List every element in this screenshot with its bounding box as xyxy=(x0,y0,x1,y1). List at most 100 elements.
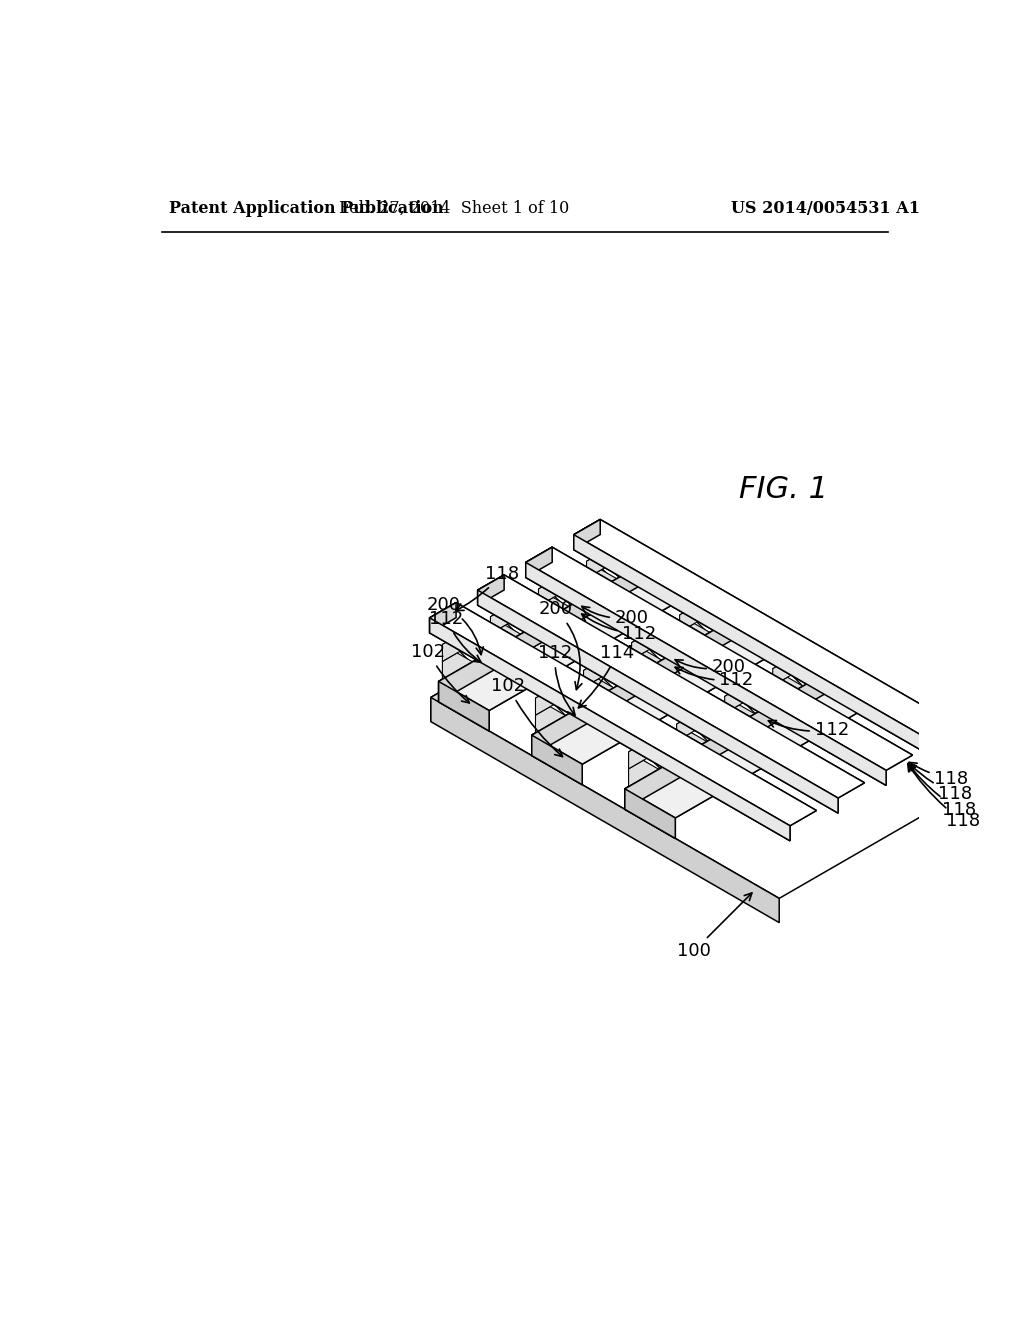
Polygon shape xyxy=(525,548,552,578)
Polygon shape xyxy=(490,614,569,660)
Polygon shape xyxy=(625,668,835,809)
Polygon shape xyxy=(490,614,524,655)
Polygon shape xyxy=(806,649,852,693)
Polygon shape xyxy=(725,677,759,713)
Polygon shape xyxy=(632,623,666,660)
Polygon shape xyxy=(573,520,961,743)
Text: 112: 112 xyxy=(768,721,849,739)
Text: 118: 118 xyxy=(908,764,980,830)
Polygon shape xyxy=(438,560,699,710)
Polygon shape xyxy=(680,595,714,632)
Polygon shape xyxy=(442,642,521,688)
Polygon shape xyxy=(584,651,663,697)
Polygon shape xyxy=(531,614,793,764)
Polygon shape xyxy=(569,678,614,722)
Polygon shape xyxy=(587,558,621,599)
Polygon shape xyxy=(677,722,711,762)
Polygon shape xyxy=(573,535,934,758)
Polygon shape xyxy=(490,598,524,634)
Polygon shape xyxy=(431,576,641,722)
Text: FIG. 1: FIG. 1 xyxy=(739,475,827,504)
Polygon shape xyxy=(539,586,617,632)
Polygon shape xyxy=(442,642,476,682)
Polygon shape xyxy=(625,789,675,838)
Text: Patent Application Publication: Patent Application Publication xyxy=(169,199,443,216)
Polygon shape xyxy=(587,558,666,605)
Polygon shape xyxy=(725,694,759,734)
Polygon shape xyxy=(490,598,569,643)
Polygon shape xyxy=(430,603,456,634)
Text: 200: 200 xyxy=(539,601,582,689)
Polygon shape xyxy=(430,618,791,841)
Polygon shape xyxy=(531,614,742,755)
Polygon shape xyxy=(438,560,649,702)
Polygon shape xyxy=(629,750,663,789)
Polygon shape xyxy=(430,603,816,826)
Polygon shape xyxy=(572,570,617,612)
Polygon shape xyxy=(478,590,838,813)
Polygon shape xyxy=(711,705,756,748)
Text: 114: 114 xyxy=(579,644,635,708)
Text: 102: 102 xyxy=(492,677,562,756)
Polygon shape xyxy=(525,562,886,785)
Text: 118: 118 xyxy=(908,763,976,818)
Polygon shape xyxy=(524,614,569,661)
Polygon shape xyxy=(714,595,759,639)
Polygon shape xyxy=(725,694,804,739)
Polygon shape xyxy=(632,640,666,680)
Polygon shape xyxy=(478,576,864,799)
Polygon shape xyxy=(431,576,989,899)
Polygon shape xyxy=(773,649,852,694)
Polygon shape xyxy=(531,735,583,784)
Polygon shape xyxy=(663,750,708,796)
Polygon shape xyxy=(539,570,572,606)
Polygon shape xyxy=(725,677,804,722)
Polygon shape xyxy=(438,681,489,731)
Polygon shape xyxy=(714,612,759,660)
Text: 118: 118 xyxy=(909,763,969,788)
Polygon shape xyxy=(531,735,583,784)
Polygon shape xyxy=(531,614,742,755)
Polygon shape xyxy=(680,612,759,659)
Text: 200: 200 xyxy=(426,597,483,655)
Polygon shape xyxy=(478,576,504,606)
Polygon shape xyxy=(617,651,663,694)
Polygon shape xyxy=(524,598,569,640)
Polygon shape xyxy=(476,626,521,668)
Polygon shape xyxy=(666,640,711,688)
Polygon shape xyxy=(476,642,521,689)
Polygon shape xyxy=(573,520,600,550)
Polygon shape xyxy=(625,668,835,809)
Polygon shape xyxy=(621,543,666,585)
Polygon shape xyxy=(478,576,504,606)
Polygon shape xyxy=(438,560,699,710)
Polygon shape xyxy=(525,548,912,771)
Polygon shape xyxy=(632,623,711,669)
Polygon shape xyxy=(773,667,852,711)
Polygon shape xyxy=(629,733,663,768)
Polygon shape xyxy=(442,626,476,661)
Polygon shape xyxy=(629,733,708,777)
Text: 112: 112 xyxy=(675,667,754,689)
Polygon shape xyxy=(677,705,756,750)
Polygon shape xyxy=(430,618,791,841)
Polygon shape xyxy=(536,678,569,715)
Text: 118: 118 xyxy=(456,565,519,610)
Polygon shape xyxy=(442,626,521,671)
Polygon shape xyxy=(573,520,961,743)
Polygon shape xyxy=(438,560,649,702)
Polygon shape xyxy=(587,543,666,587)
Polygon shape xyxy=(711,722,756,768)
Polygon shape xyxy=(677,722,756,767)
Polygon shape xyxy=(680,595,759,642)
Polygon shape xyxy=(584,651,617,688)
Polygon shape xyxy=(525,548,912,771)
Polygon shape xyxy=(536,696,569,735)
Polygon shape xyxy=(531,614,793,764)
Text: 118: 118 xyxy=(908,763,973,804)
Text: 112: 112 xyxy=(582,614,656,643)
Polygon shape xyxy=(438,681,489,731)
Polygon shape xyxy=(430,603,456,634)
Polygon shape xyxy=(573,535,934,758)
Polygon shape xyxy=(569,696,614,743)
